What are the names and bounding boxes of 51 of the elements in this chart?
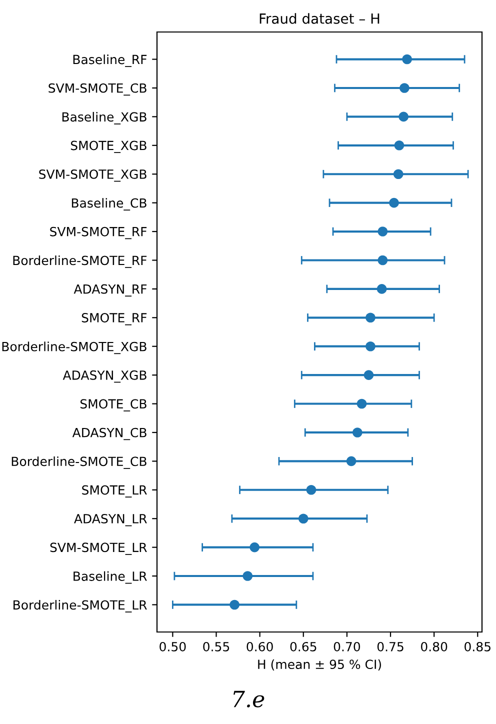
y-tick-label: SVM-SMOTE_RF <box>50 226 147 240</box>
x-axis-title: H (mean ± 95 % CI) <box>258 659 381 671</box>
point <box>389 198 399 208</box>
point <box>366 341 376 352</box>
point <box>393 169 404 180</box>
point <box>402 54 412 64</box>
point <box>394 140 404 150</box>
x-tick-label: 0.70 <box>334 642 360 652</box>
point <box>364 370 374 380</box>
point <box>298 514 308 524</box>
y-tick-label: Baseline_RF <box>73 54 147 67</box>
y-tick-label: ADASYN_XGB <box>62 370 146 383</box>
point <box>346 456 356 466</box>
y-tick-label: Borderline-SMOTE_RF <box>13 255 147 268</box>
point <box>398 112 408 122</box>
y-tick-label: ADASYN_RF <box>74 284 147 297</box>
y-tick-label: ADASYN_LR <box>74 514 147 526</box>
y-tick-label: Baseline_XGB <box>62 112 146 124</box>
y-tick-label: Borderline-SMOTE_LR <box>14 600 147 612</box>
y-tick-label: SMOTE_CB <box>80 399 146 412</box>
point <box>230 600 240 610</box>
point <box>378 226 388 236</box>
x-tick-label: 0.75 <box>377 642 404 652</box>
y-tick-label: ADASYN_CB <box>72 428 146 440</box>
x-tick-label: 0.80 <box>420 642 448 652</box>
y-tick-label: Baseline_LR <box>74 571 147 584</box>
chart-title: Fraud dataset – H <box>260 13 380 24</box>
point <box>378 255 388 266</box>
point <box>306 484 316 495</box>
x-tick-label: 0.85 <box>464 642 490 652</box>
y-tick-label: SVM-SMOTE_CB <box>48 83 146 96</box>
x-tick-label: 0.65 <box>290 642 316 652</box>
y-tick-label: SMOTE_LR <box>82 485 147 498</box>
text: 7.e <box>234 690 264 708</box>
point <box>400 83 410 93</box>
x-tick-label: 0.55 <box>203 642 230 652</box>
y-tick-label: SMOTE_XGB <box>70 140 146 153</box>
y-tick-label: SVM-SMOTE_XGB <box>39 169 146 182</box>
point <box>376 284 387 294</box>
point <box>352 428 362 438</box>
x-tick-label: 0.60 <box>246 642 273 652</box>
y-tick-label: Borderline-SMOTE_CB <box>12 456 146 469</box>
point <box>242 571 253 581</box>
point <box>250 542 260 552</box>
point <box>356 398 367 409</box>
y-tick-label: Baseline_CB <box>72 198 146 211</box>
x-tick-label: 0.50 <box>160 642 186 652</box>
point <box>366 312 376 323</box>
y-tick-label: Borderline-SMOTE_XGB <box>2 342 146 354</box>
y-tick-label: SMOTE_RF <box>82 313 147 326</box>
y-tick-label: SVM-SMOTE_LR <box>50 542 147 555</box>
